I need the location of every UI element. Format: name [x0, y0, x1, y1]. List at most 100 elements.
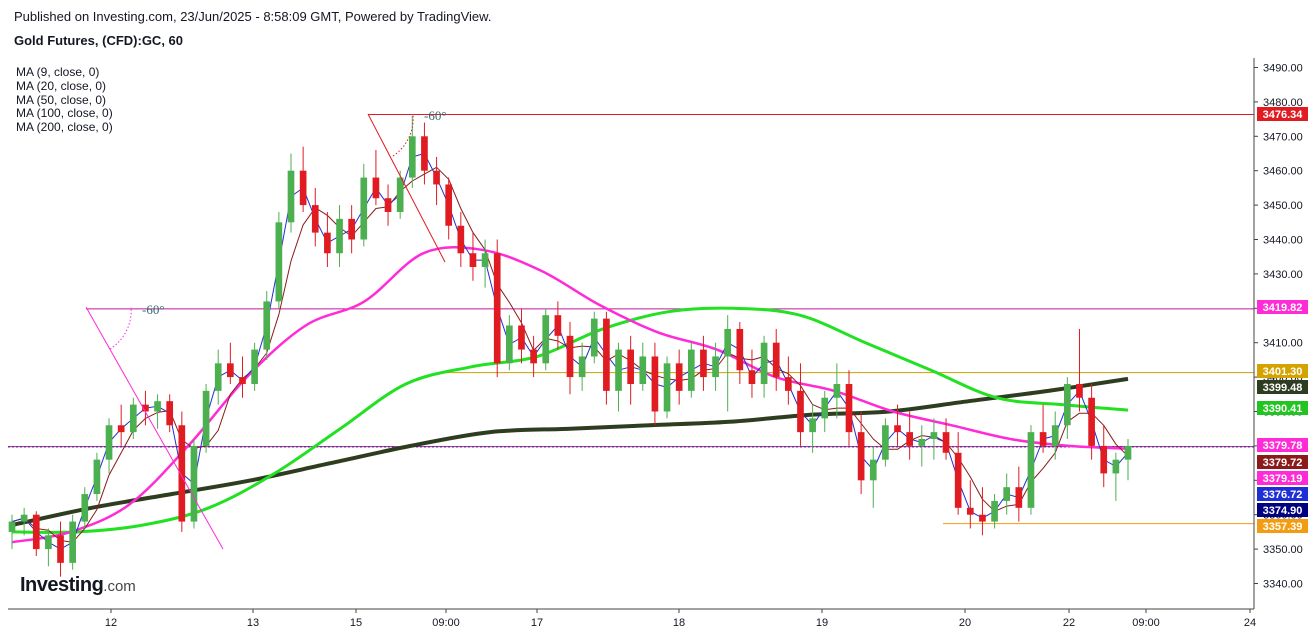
x-tick-label: 09:00: [1132, 617, 1160, 629]
angle-label: -60°: [142, 302, 165, 317]
candle-body: [821, 397, 829, 419]
candle-body: [154, 401, 161, 412]
candle-body: [142, 404, 149, 412]
angle-label: -60°: [424, 108, 447, 123]
candle-body: [506, 325, 513, 364]
candle-body: [530, 349, 537, 364]
price-badge-label: 3476.34: [1263, 109, 1304, 121]
candle-body: [311, 205, 319, 233]
candle-body: [785, 377, 792, 391]
candle-body: [360, 177, 368, 240]
candle-body: [421, 136, 428, 171]
candle-body: [675, 363, 683, 391]
price-badge-label: 3390.41: [1263, 403, 1303, 415]
candle-body: [578, 356, 586, 378]
y-tick-label: 3490.00: [1263, 63, 1303, 75]
candle-body: [32, 514, 40, 550]
candle-body: [251, 349, 258, 384]
ma-legend: MA (9, close, 0) MA (20, close, 0) MA (5…: [16, 65, 113, 135]
candle-body: [845, 383, 853, 433]
candle-body: [384, 198, 392, 212]
candle-body: [239, 377, 246, 384]
x-tick-label: 13: [247, 617, 259, 629]
price-badge-label: 3401.30: [1263, 366, 1303, 378]
price-badge: [1257, 438, 1308, 452]
candle-body: [69, 521, 76, 563]
candle-body: [202, 390, 210, 446]
candles: [8, 115, 1132, 577]
investing-logo: Investing.com: [20, 574, 136, 597]
candle-body: [797, 390, 804, 433]
y-tick-label: 3350.00: [1263, 544, 1303, 556]
candle-body: [918, 439, 926, 446]
candle-body: [772, 342, 780, 378]
candle-body: [991, 500, 998, 522]
y-tick-label: 3460.00: [1263, 166, 1303, 178]
candle-body: [966, 507, 974, 515]
y-tick-label: 3450.00: [1263, 200, 1303, 212]
x-tick-label: 12: [105, 617, 117, 629]
y-tick-label: 3440.00: [1263, 235, 1303, 247]
angle-arc-pink: [109, 306, 132, 350]
y-tick-label: 3430.00: [1263, 269, 1303, 281]
candle-body: [603, 318, 610, 391]
candle-body: [1112, 459, 1120, 474]
candle-body: [214, 363, 222, 391]
trendline-pink: [85, 306, 224, 550]
price-badge: [1257, 107, 1308, 121]
candle-body: [1027, 432, 1035, 508]
candle-body: [748, 370, 756, 384]
candle-body: [724, 328, 732, 357]
candle-body: [324, 232, 331, 254]
candle-body: [469, 253, 477, 268]
price-badge: [1257, 401, 1308, 415]
candle-body: [8, 521, 16, 532]
candle-body: [894, 425, 901, 433]
candle-body: [857, 432, 865, 481]
candle-body: [542, 315, 550, 364]
candle-body: [178, 425, 186, 522]
candle-body: [1015, 487, 1023, 508]
candle-body: [833, 383, 841, 398]
trendline-red: [367, 113, 446, 263]
y-tick-label: 3340.00: [1263, 579, 1303, 591]
candle-body: [760, 342, 768, 384]
candle-body: [736, 328, 744, 371]
candle-body: [663, 363, 671, 412]
price-badge: [1257, 471, 1308, 485]
candle-body: [687, 349, 695, 391]
price-badge: [1257, 503, 1308, 517]
candle-body: [190, 445, 198, 522]
candle-body: [105, 425, 113, 460]
candle-body: [651, 356, 659, 412]
candle-body: [639, 356, 647, 384]
candle-body: [263, 301, 271, 350]
candle-body: [396, 177, 404, 212]
y-tick-label: 3410.00: [1263, 338, 1303, 350]
candle-body: [433, 170, 440, 185]
price-badges: 3476.34 3419.82 3401.30 3399.48 3390.41 3379.…: [1257, 107, 1308, 533]
candle-body: [1039, 432, 1047, 446]
candle-body: [493, 253, 501, 364]
price-badge-label: 3399.48: [1263, 382, 1303, 394]
price-badge-label: 3376.72: [1263, 489, 1303, 501]
candle-body: [129, 404, 137, 433]
price-badge-label: 3379.78: [1263, 440, 1303, 452]
candle-body: [166, 401, 174, 426]
x-tick-label: 15: [350, 617, 362, 629]
candle-body: [348, 218, 355, 240]
x-tick-label: 19: [816, 617, 828, 629]
x-tick-label: 17: [531, 617, 543, 629]
candle-body: [1076, 383, 1083, 398]
price-badge: [1257, 519, 1308, 533]
candle-body: [1051, 425, 1059, 446]
price-badge-label: 3419.82: [1263, 302, 1303, 314]
candle-body: [809, 418, 816, 433]
candle-body: [81, 494, 89, 522]
candle-body: [299, 170, 307, 206]
legend-ma9: MA (9, close, 0): [16, 65, 100, 79]
x-tick-label: 20: [959, 617, 971, 629]
published-note: Published on Investing.com, 23/Jun/2025 …: [14, 9, 492, 24]
candle-body: [566, 335, 574, 378]
